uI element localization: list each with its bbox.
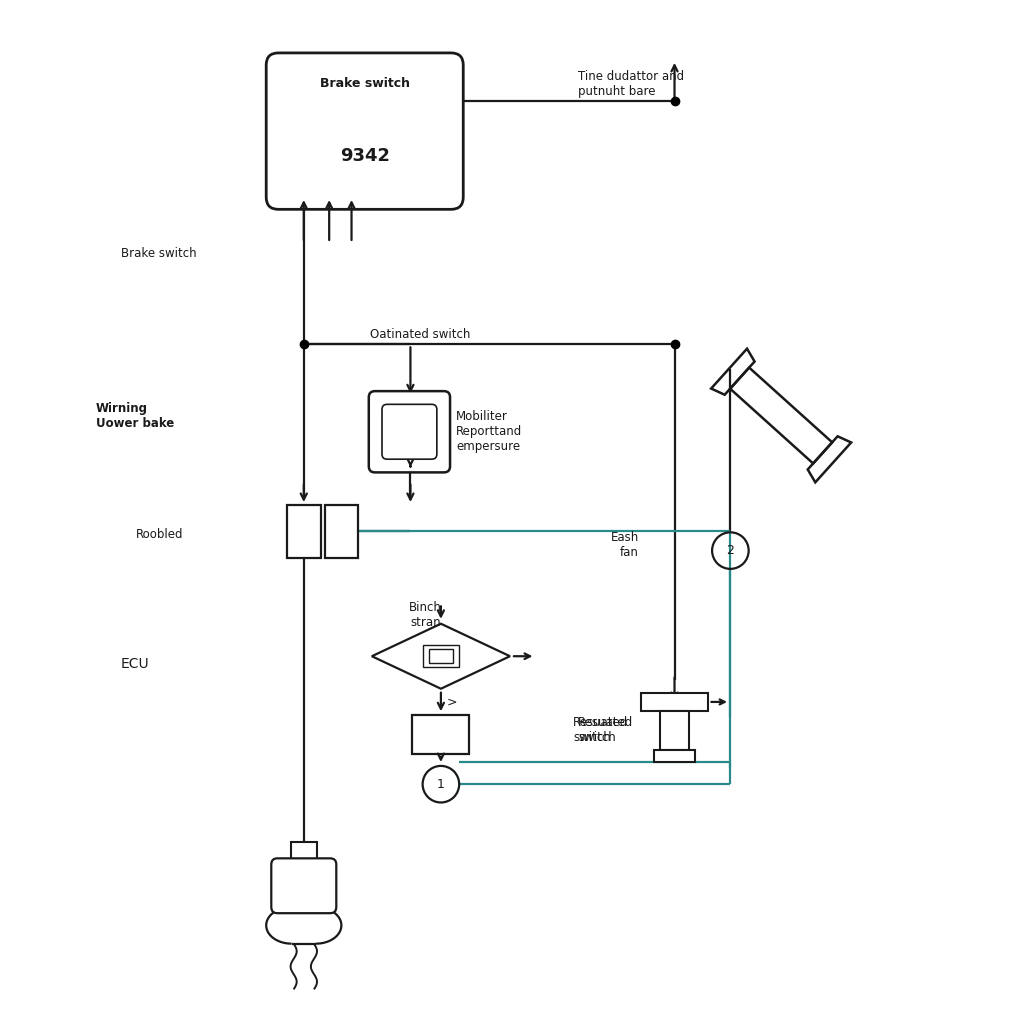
Text: 2: 2 — [726, 544, 734, 557]
Text: Binch
stran: Binch stran — [410, 601, 442, 629]
Bar — [423, 645, 459, 668]
Text: Brake switch: Brake switch — [121, 247, 197, 259]
Text: Oatinated switch: Oatinated switch — [370, 329, 470, 341]
FancyBboxPatch shape — [369, 391, 450, 472]
Bar — [660, 711, 689, 750]
Bar — [413, 715, 469, 754]
FancyBboxPatch shape — [266, 53, 463, 209]
Bar — [654, 750, 695, 763]
Bar — [641, 693, 708, 711]
Text: Brake switch: Brake switch — [319, 77, 410, 90]
Text: Eash
fan: Eash fan — [610, 530, 639, 558]
Text: Tine dudattor and
putnuht bare: Tine dudattor and putnuht bare — [578, 71, 684, 98]
FancyBboxPatch shape — [271, 858, 336, 913]
Polygon shape — [730, 368, 833, 464]
Text: Resuated
switch: Resuated switch — [578, 717, 633, 744]
Bar — [291, 842, 317, 864]
Text: >: > — [447, 695, 458, 709]
Text: 1: 1 — [437, 777, 444, 791]
Bar — [325, 505, 358, 558]
FancyBboxPatch shape — [382, 404, 437, 459]
Bar — [429, 649, 453, 664]
Text: 9342: 9342 — [340, 146, 390, 165]
Text: ECU: ECU — [121, 657, 150, 672]
Bar — [429, 649, 453, 664]
Bar — [287, 505, 321, 558]
Text: Resuated
switch: Resuated switch — [573, 717, 628, 744]
Text: Roobled: Roobled — [136, 527, 183, 541]
Text: Wirning
Uower bake: Wirning Uower bake — [95, 401, 174, 429]
Text: Mobiliter
Reporttand
empersure: Mobiliter Reporttand empersure — [456, 411, 522, 454]
